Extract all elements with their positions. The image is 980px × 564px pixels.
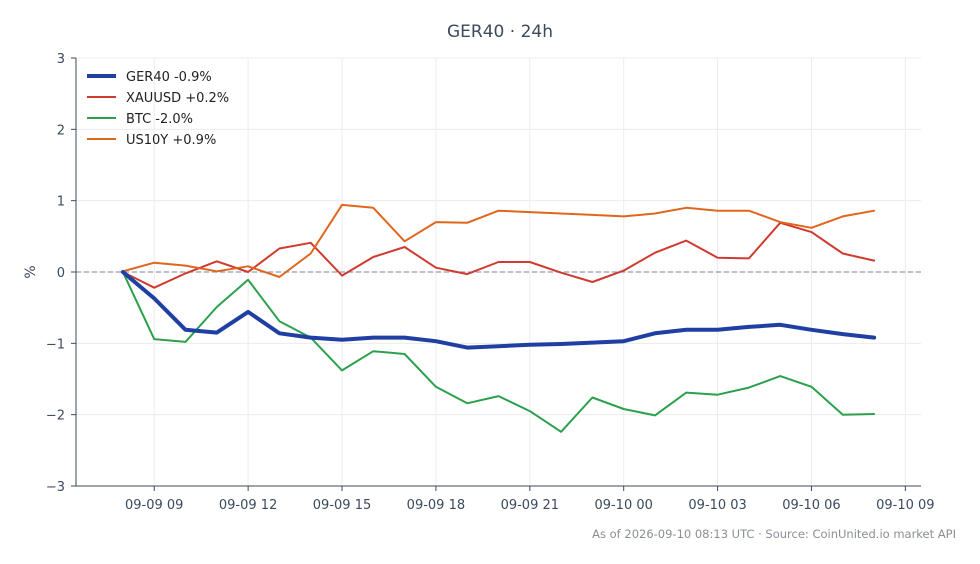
- legend-label-3: US10Y +0.9%: [126, 133, 216, 148]
- legend-label-0: GER40 -0.9%: [126, 70, 212, 85]
- x-tick-label: 09-10 09: [876, 498, 934, 513]
- x-tick-label: 09-09 09: [125, 498, 183, 513]
- axes: 09-09 09 09-09 12 09-09 15 09-09 18 09-09 21…: [46, 52, 935, 513]
- series-line-2: [121, 271, 876, 433]
- y-tick-label: 0: [57, 266, 65, 281]
- source-footnote: As of 2026-09-10 08:13 UTC · Source: Coi…: [592, 527, 956, 541]
- x-tick-label: 09-09 21: [501, 498, 559, 513]
- x-tick-label: 09-09 15: [313, 498, 371, 513]
- x-tick-label: 09-10 03: [688, 498, 746, 513]
- y-tick-label: −2: [46, 409, 65, 424]
- chart-title: GER40 · 24h: [447, 22, 553, 42]
- series-line-0: [120, 270, 877, 350]
- legend-label-2: BTC -2.0%: [126, 112, 193, 127]
- x-tick-label: 09-10 06: [782, 498, 840, 513]
- series: [120, 203, 877, 433]
- y-tick-label: 3: [57, 52, 65, 67]
- legend: GER40 -0.9% XAUUSD +0.2% BTC -2.0% US10Y +0…: [87, 70, 229, 148]
- y-tick-label: −3: [46, 480, 65, 495]
- x-tick-label: 09-10 00: [594, 498, 652, 513]
- y-axis-label: %: [23, 265, 39, 278]
- y-tick-label: −1: [46, 337, 65, 352]
- x-tick-label: 09-09 18: [407, 498, 465, 513]
- legend-label-1: XAUUSD +0.2%: [126, 91, 229, 106]
- y-tick-label: 1: [57, 195, 65, 210]
- series-line-3: [121, 203, 876, 278]
- grid: [76, 57, 921, 487]
- series-line-1: [121, 221, 876, 289]
- y-tick-label: 2: [57, 123, 65, 138]
- x-tick-label: 09-09 12: [219, 498, 277, 513]
